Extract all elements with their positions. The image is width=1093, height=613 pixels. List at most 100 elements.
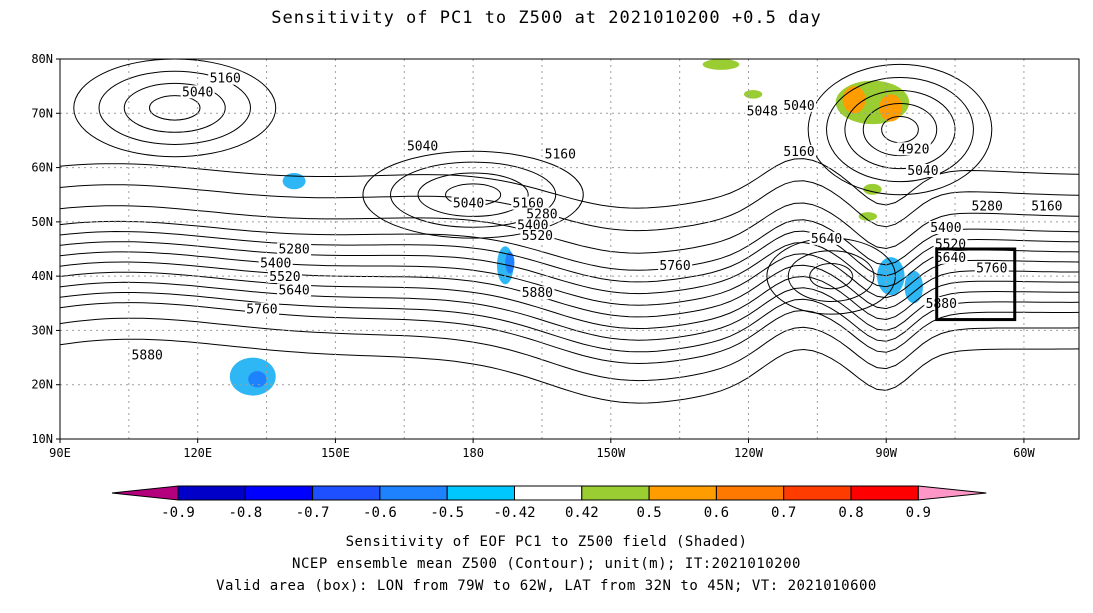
colorbar-segment	[514, 485, 583, 501]
contour-label-bg	[277, 283, 312, 297]
contour-label-bg	[180, 85, 215, 99]
contour-label-bg	[905, 164, 940, 177]
lon-tick-label: 150W	[596, 446, 626, 460]
contour-label-bg	[520, 229, 555, 243]
valid-area-box	[935, 247, 1017, 322]
contour-label: 5880	[926, 297, 957, 312]
lat-tick-label: 50N	[31, 215, 53, 229]
map-title: Sensitivity of PC1 to Z500 at 2021010200…	[271, 8, 822, 28]
contour-label: 5760	[976, 262, 1007, 277]
contour-label: 5160	[783, 145, 814, 160]
contour-line	[59, 317, 1080, 382]
contour-label: 5160	[545, 148, 576, 163]
contour-ring	[881, 116, 919, 144]
shading-blob	[282, 173, 306, 190]
contour-label: 5040	[783, 99, 814, 114]
lon-tick-label: 180	[462, 446, 484, 460]
colorbar-end-left	[111, 485, 179, 501]
contour-label: 5880	[522, 286, 553, 301]
contour-line	[59, 241, 1080, 295]
colorbar-label: -0.5	[430, 505, 464, 521]
colorbar-segment	[850, 485, 919, 501]
colorbar: -0.9 -0.8 -0.7 -0.6 -0.5 -0.42 0.42 0.5 0.6 0.7 0.…	[111, 485, 987, 521]
lon-tick-label: 90W	[875, 446, 897, 460]
contour-label-bg	[809, 231, 844, 245]
colorbar-label: 0.8	[838, 505, 863, 521]
colorbar-segment	[379, 485, 448, 501]
contour-line	[59, 230, 1080, 283]
contour-label: 5760	[246, 302, 277, 317]
shading-blob	[877, 257, 905, 296]
sensitivity-shading	[229, 59, 923, 396]
shading-blob	[904, 270, 923, 304]
lat-tick-label: 70N	[31, 106, 53, 120]
contour-ring	[123, 82, 226, 133]
contour-label-bg	[515, 218, 550, 232]
contour-line	[59, 158, 1080, 209]
contour-label-bg	[782, 145, 817, 158]
shading-blob	[248, 371, 267, 388]
contour-label: 5640	[811, 232, 842, 247]
lon-tick-label: 120W	[734, 446, 764, 460]
contour-line	[59, 338, 1080, 404]
contour-label: 5280	[972, 199, 1003, 214]
contour-label: 5520	[522, 229, 553, 244]
contour-label-bg	[208, 71, 243, 85]
contour-ring	[844, 89, 956, 170]
colorbar-label: 0.9	[906, 505, 931, 521]
contour-label: 5040	[907, 164, 938, 179]
contour-label-bg	[782, 98, 817, 112]
contour-label-bg	[244, 302, 279, 316]
colorbar-label: -0.42	[493, 505, 535, 521]
contour-ring	[862, 103, 938, 157]
contour-label: 5520	[269, 270, 300, 285]
colorbar-segment	[783, 485, 852, 501]
contour-label-bg	[658, 259, 693, 272]
contour-ring	[787, 250, 875, 302]
contour-label: 5400	[260, 256, 291, 271]
lat-tick-label: 30N	[31, 323, 53, 337]
shading-blob	[879, 94, 903, 122]
caption-line-3: Valid area (box): LON from 79W to 62W, L…	[216, 578, 877, 594]
colorbar-label: -0.9	[161, 505, 195, 521]
contour-label: 5048	[747, 104, 778, 119]
contour-ring	[362, 150, 584, 239]
colorbar-label: 0.6	[704, 505, 729, 521]
caption-line-2: NCEP ensemble mean Z500 (Contour); unit(…	[292, 556, 801, 572]
lat-lon-grid	[60, 59, 1079, 439]
contour-line	[59, 281, 1079, 341]
contour-label-bg	[933, 237, 968, 251]
shading-blob	[743, 89, 763, 99]
shading-blob	[863, 183, 882, 195]
contour-label-bg	[277, 242, 312, 256]
colorbar-segment	[648, 485, 717, 501]
shading-blob	[858, 212, 878, 221]
contour-label: 5280	[278, 243, 309, 258]
caption-line-1: Sensitivity of EOF PC1 to Z500 field (Sh…	[345, 534, 748, 550]
contour-line	[59, 261, 1079, 318]
contour-label-bg	[520, 286, 555, 300]
z500-contours	[59, 58, 1080, 404]
colorbar-label: 0.7	[771, 505, 796, 521]
contour-label: 5160	[1031, 199, 1062, 214]
contour-ring	[826, 76, 974, 183]
contour-label: 5640	[935, 251, 966, 266]
contour-label-bg	[511, 196, 546, 210]
colorbar-end-right	[917, 485, 987, 501]
lon-tick-label: 90E	[49, 446, 71, 460]
lat-tick-label: 10N	[31, 432, 53, 446]
shading-blob	[842, 86, 866, 114]
contour-label-bg	[896, 142, 931, 156]
contour-label-bg	[1029, 199, 1064, 213]
contour-label-bg	[258, 256, 293, 270]
colorbar-label: -0.6	[363, 505, 397, 521]
contour-label-bg	[130, 348, 165, 362]
contour-ring	[73, 58, 277, 158]
contour-label-bg	[933, 250, 968, 264]
contour-line	[59, 219, 1080, 271]
contour-label: 5640	[278, 283, 309, 298]
contour-label: 5400	[930, 221, 961, 236]
